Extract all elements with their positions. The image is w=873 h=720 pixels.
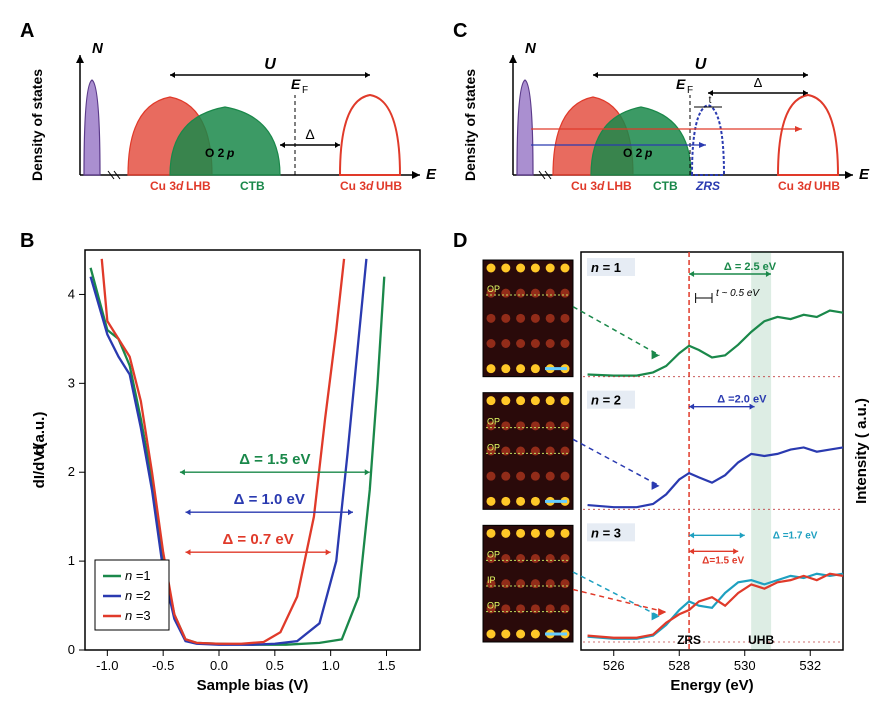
svg-text:E: E — [859, 166, 870, 183]
svg-text:N: N — [92, 40, 104, 57]
svg-text:Δ = 2.5 eV: Δ = 2.5 eV — [724, 261, 777, 273]
svg-text:F: F — [302, 85, 308, 96]
svg-text:-1.0: -1.0 — [96, 658, 118, 673]
svg-text:n =2: n =2 — [125, 588, 151, 603]
eels-plot: 526 528 530 532 Energy (eV) Intensity ( a.u.)… — [453, 230, 873, 700]
svg-text:d: d — [597, 179, 605, 193]
svg-text:CTB: CTB — [653, 179, 678, 193]
svg-text:ZRS: ZRS — [695, 179, 720, 193]
svg-text:Δ=1.5 eV: Δ=1.5 eV — [702, 555, 744, 566]
svg-text:O 2: O 2 — [205, 146, 225, 160]
svg-text:Cu 3: Cu 3 — [150, 179, 176, 193]
svg-text:E: E — [426, 166, 437, 183]
svg-text:UHB: UHB — [376, 179, 402, 193]
svg-text:1.0: 1.0 — [322, 658, 340, 673]
didv-plot: -1.0 -0.5 0.0 0.5 1.0 1.5 0 1 2 3 4 Sample bias (V)… — [20, 230, 440, 700]
svg-text:U: U — [695, 56, 707, 73]
svg-text:0.0: 0.0 — [210, 658, 228, 673]
svg-text:LHB: LHB — [607, 179, 632, 193]
svg-text:Δ =1.7 eV: Δ =1.7 eV — [773, 530, 818, 541]
svg-text:U: U — [264, 56, 276, 73]
figure: A Density of statesENEFUΔCu 3d LHBCTBO 2… — [20, 20, 853, 700]
svg-text:d: d — [366, 179, 374, 193]
svg-text:IP: IP — [487, 575, 496, 585]
svg-text:OP: OP — [487, 442, 500, 452]
panel-c: C Density of statesENEFUΔtCu 3d LHBCTBO … — [453, 20, 873, 220]
svg-text:n = 1: n = 1 — [591, 260, 621, 275]
svg-text:p: p — [226, 146, 234, 160]
svg-text:0: 0 — [68, 642, 75, 657]
svg-text:n = 2: n = 2 — [591, 393, 621, 408]
svg-text:Density of states: Density of states — [29, 69, 45, 181]
svg-text:Density of states: Density of states — [462, 69, 478, 181]
svg-text:530: 530 — [734, 658, 756, 673]
svg-text:1: 1 — [68, 553, 75, 568]
svg-text:Δ: Δ — [305, 126, 314, 142]
svg-text:E: E — [676, 76, 686, 92]
svg-text:Energy (eV): Energy (eV) — [670, 677, 753, 694]
panel-c-label: C — [453, 20, 467, 43]
svg-text:F: F — [687, 85, 693, 96]
svg-text:t ~ 0.5 eV: t ~ 0.5 eV — [716, 288, 760, 299]
svg-text:Δ: Δ — [754, 75, 763, 90]
svg-text:532: 532 — [799, 658, 821, 673]
svg-text:526: 526 — [603, 658, 625, 673]
svg-text:UHB: UHB — [748, 633, 774, 647]
svg-text:dI/dV (a.u.): dI/dV (a.u.) — [31, 412, 48, 489]
dos-diagram-parent: Density of statesENEFUΔCu 3d LHBCTBO 2pC… — [20, 20, 440, 220]
svg-text:Δ = 1.0 eV: Δ = 1.0 eV — [234, 491, 305, 508]
svg-text:O 2: O 2 — [623, 146, 643, 160]
svg-text:d: d — [804, 179, 812, 193]
svg-text:t: t — [709, 95, 712, 106]
svg-text:n =1: n =1 — [125, 568, 151, 583]
svg-text:LHB: LHB — [186, 179, 211, 193]
svg-text:Cu 3: Cu 3 — [571, 179, 597, 193]
panel-d-label: D — [453, 230, 467, 253]
panel-b: B -1.0 -0.5 0.0 0.5 1.0 1.5 0 1 2 3 4 Sample bias (… — [20, 230, 440, 700]
svg-text:Cu 3: Cu 3 — [340, 179, 366, 193]
svg-text:528: 528 — [668, 658, 690, 673]
svg-text:CTB: CTB — [240, 179, 265, 193]
svg-text:4: 4 — [68, 286, 75, 301]
svg-text:d: d — [176, 179, 184, 193]
svg-text:-0.5: -0.5 — [152, 658, 174, 673]
panel-a-label: A — [20, 20, 34, 43]
svg-text:p: p — [644, 146, 652, 160]
svg-text:Δ = 1.5 eV: Δ = 1.5 eV — [239, 451, 310, 468]
svg-text:n =3: n =3 — [125, 608, 151, 623]
svg-text:E: E — [291, 76, 301, 92]
svg-text:n = 3: n = 3 — [591, 525, 621, 540]
dos-diagram-doped: Density of statesENEFUΔtCu 3d LHBCTBO 2p… — [453, 20, 873, 220]
svg-text:OP: OP — [487, 549, 500, 559]
svg-text:ZRS: ZRS — [677, 633, 701, 647]
svg-text:0.5: 0.5 — [266, 658, 284, 673]
panel-d: D 526 528 530 532 Energy (eV) Intensity ( a.u… — [453, 230, 873, 700]
svg-text:OP: OP — [487, 284, 500, 294]
svg-text:1.5: 1.5 — [377, 658, 395, 673]
panel-a: A Density of statesENEFUΔCu 3d LHBCTBO 2… — [20, 20, 440, 220]
svg-text:UHB: UHB — [814, 179, 840, 193]
svg-text:Cu 3: Cu 3 — [778, 179, 804, 193]
svg-text:Δ = 0.7 eV: Δ = 0.7 eV — [222, 531, 293, 548]
svg-text:OP: OP — [487, 417, 500, 427]
panel-b-label: B — [20, 230, 34, 253]
svg-text:2: 2 — [68, 464, 75, 479]
svg-text:N: N — [525, 40, 537, 57]
svg-text:Δ =2.0 eV: Δ =2.0 eV — [717, 394, 767, 406]
svg-text:3: 3 — [68, 375, 75, 390]
svg-text:Sample bias (V): Sample bias (V) — [197, 677, 309, 694]
svg-text:OP: OP — [487, 601, 500, 611]
svg-text:Intensity ( a.u.): Intensity ( a.u.) — [853, 398, 870, 504]
